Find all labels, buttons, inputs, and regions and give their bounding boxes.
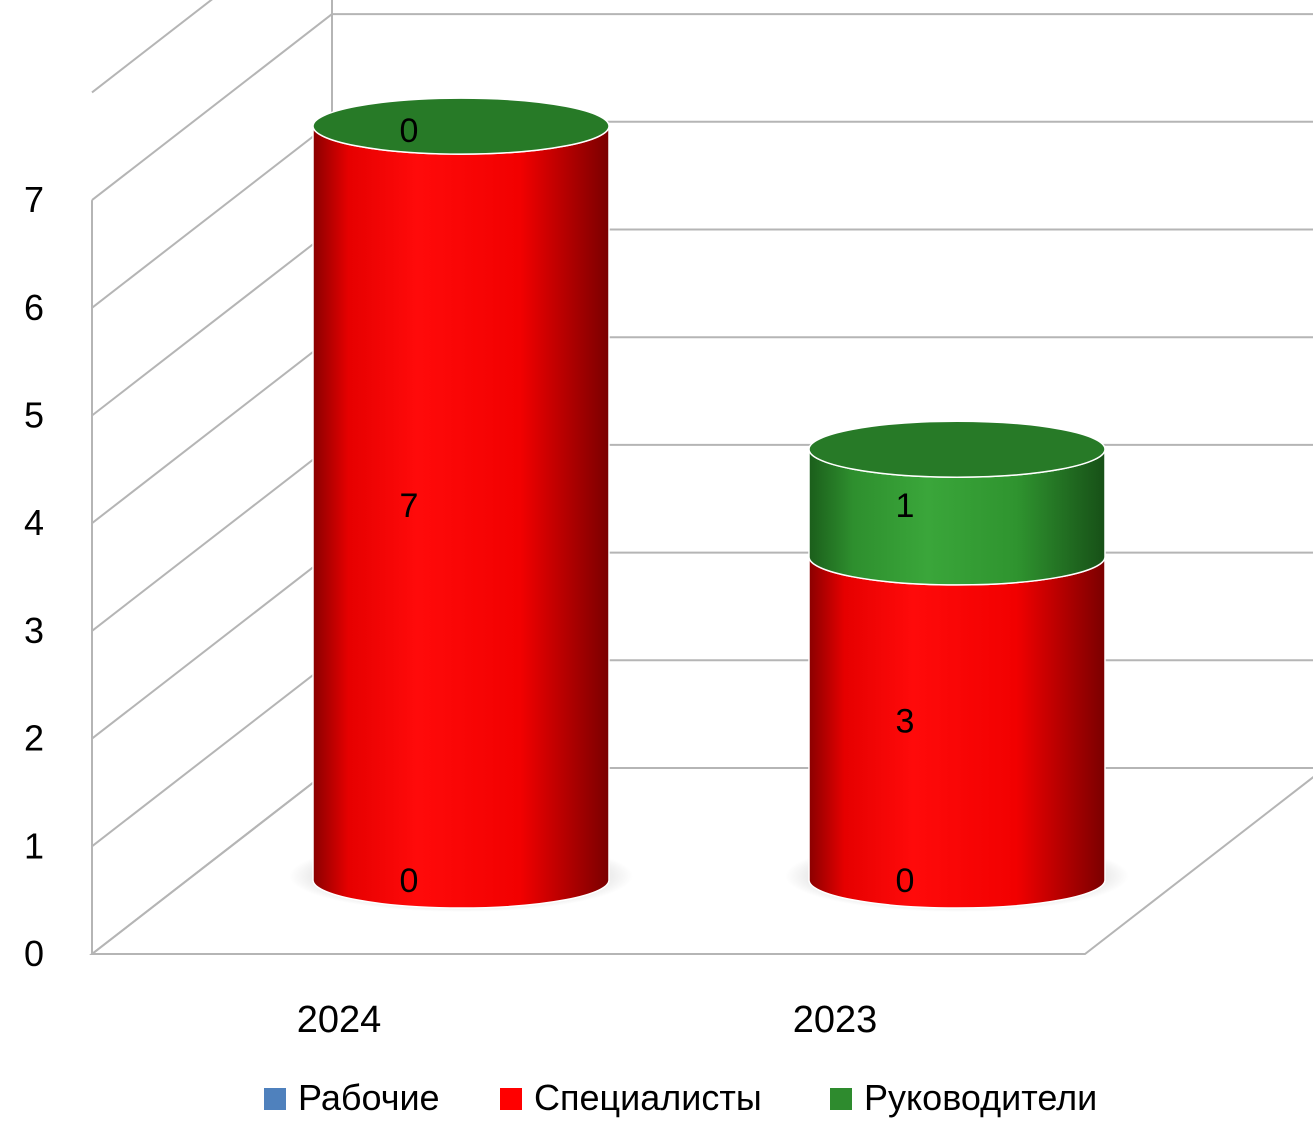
data-label-Специалисты-2023: 3 [896,702,915,740]
y-tick-label: 0 [24,933,44,974]
y-tick-label: 4 [24,502,44,543]
gridline-side-7 [91,13,333,201]
label-layer: 0 7 0 0 3 1 [400,112,915,900]
legend-label-Рабочие: Рабочие [298,1077,440,1118]
floor [89,767,1313,955]
gridline-side-4 [91,336,333,524]
gridline-side-5 [91,228,333,417]
gridline-side-2 [91,551,333,740]
legend-swatch-Рабочие [264,1088,286,1110]
bar-top-cap-2023 [808,420,1106,478]
legend: Рабочие Специалисты Руководители [264,1077,1097,1118]
legend-swatch-Специалисты [500,1088,522,1110]
gridline-side-1 [91,659,333,848]
data-label-Рабочие-2023: 0 [896,862,915,900]
x-tick-label-2024: 2024 [297,999,382,1041]
y-tick-label: 7 [24,179,44,220]
y-tick-label: 5 [24,395,44,436]
gridline-side-3 [91,444,333,632]
gridline-side-6 [91,121,333,309]
bar-segment-Специалисты-2023 [808,556,1106,909]
bar-segment-Специалисты-2024 [312,126,610,909]
y-tick-label: 3 [24,610,44,651]
data-label-Руководители-2024: 0 [400,112,419,150]
x-tick-label-2023: 2023 [793,999,878,1041]
data-label-Рабочие-2024: 0 [400,862,419,900]
y-tick-label: 1 [24,825,44,866]
data-label-Руководители-2023: 1 [896,487,915,525]
bar-top-cap-2024 [312,97,610,155]
legend-label-Руководители: Руководители [864,1077,1097,1118]
y-tick-label: 6 [24,287,44,328]
legend-label-Специалисты: Специалисты [534,1077,762,1118]
data-label-Специалисты-2024: 7 [400,487,419,525]
bar-layer [289,97,1129,912]
gridline-side-8 [91,0,213,94]
legend-swatch-Руководители [830,1088,852,1110]
y-tick-label: 2 [24,718,44,759]
